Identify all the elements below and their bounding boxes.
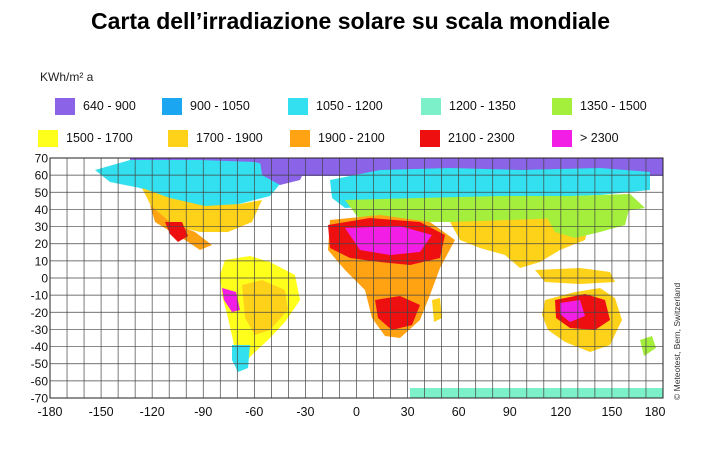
legend-swatch-9: [420, 129, 440, 147]
zone-mexico-hot: [165, 222, 188, 242]
legend-swatch-5: [552, 97, 572, 115]
lat-label-m10: -10: [31, 289, 49, 303]
zone-north-america-mid: [142, 188, 262, 232]
lon-label-m180: -180: [37, 405, 62, 419]
legend-item-4: 1200 - 1350: [421, 96, 516, 116]
lon-label-30: 30: [401, 405, 415, 419]
copyright-credit: © Meteotest, Bern, Switzerland: [672, 282, 682, 400]
legend-swatch-2: [162, 97, 182, 115]
zone-atacama-peak: [222, 288, 240, 312]
zone-patagonia: [232, 345, 250, 372]
longitude-labels: -180 -150 -120 -90 -60 -30 0 30 60 90 12…: [37, 405, 665, 419]
legend-swatch-1: [55, 97, 75, 115]
legend-label-8: 1900 - 2100: [318, 131, 385, 145]
lat-label-20: 20: [35, 237, 49, 251]
legend-swatch-10: [552, 129, 572, 147]
legend-swatch-7: [168, 129, 188, 147]
zone-south-america-hot: [242, 280, 288, 335]
zone-europe-north: [330, 168, 650, 208]
zone-new-zealand: [640, 336, 656, 356]
legend-item-8: 1900 - 2100: [290, 128, 385, 148]
legend-label-7: 1700 - 1900: [196, 131, 263, 145]
legend-swatch-6: [38, 129, 58, 147]
lon-label-m60: -60: [245, 405, 263, 419]
legend-item-2: 900 - 1050: [162, 96, 250, 116]
lon-label-m150: -150: [89, 405, 114, 419]
legend-label-3: 1050 - 1200: [316, 99, 383, 113]
legend-item-1: 640 - 900: [55, 96, 136, 116]
lon-label-m120: -120: [140, 405, 165, 419]
lon-label-180: 180: [645, 405, 666, 419]
map-grid: [50, 158, 663, 398]
lat-label-m70: -70: [31, 392, 49, 406]
legend-label-2: 900 - 1050: [190, 99, 250, 113]
lat-label-0: 0: [41, 272, 48, 286]
world-irradiation-map: 70 60 50 40 30 20 10 0 -10 -20 -30 -40 -…: [31, 152, 666, 420]
lon-label-60: 60: [452, 405, 466, 419]
zone-australia-peak: [560, 300, 585, 322]
legend-label-10: > 2300: [580, 131, 619, 145]
lat-label-m50: -50: [31, 357, 49, 371]
lat-label-m20: -20: [31, 306, 49, 320]
lon-label-120: 120: [550, 405, 571, 419]
lat-label-30: 30: [35, 220, 49, 234]
lat-label-50: 50: [35, 186, 49, 200]
lon-label-m30: -30: [296, 405, 314, 419]
legend-label-1: 640 - 900: [83, 99, 136, 113]
legend-swatch-3: [288, 97, 308, 115]
legend-swatch-8: [290, 129, 310, 147]
lat-label-10: 10: [35, 254, 49, 268]
legend: 640 - 900 900 - 1050 1050 - 1200 1200 - …: [38, 96, 678, 152]
zone-sahara-peak: [345, 226, 432, 255]
legend-label-9: 2100 - 2300: [448, 131, 515, 145]
irradiation-zones: [95, 158, 663, 398]
zone-madagascar: [432, 298, 442, 322]
lon-label-m90: -90: [194, 405, 212, 419]
page-title: Carta dell’irradiazione solare su scala …: [91, 8, 610, 34]
lat-label-40: 40: [35, 203, 49, 217]
zone-kalahari-hot: [375, 296, 420, 330]
legend-label-4: 1200 - 1350: [449, 99, 516, 113]
legend-item-5: 1350 - 1500: [552, 96, 647, 116]
latitude-labels: 70 60 50 40 30 20 10 0 -10 -20 -30 -40 -…: [31, 152, 49, 406]
zone-antarctica: [410, 388, 663, 398]
lon-label-0: 0: [353, 405, 360, 419]
legend-item-10: > 2300: [552, 128, 619, 148]
zone-greenland: [260, 160, 310, 185]
legend-label-6: 1500 - 1700: [66, 131, 133, 145]
zone-north-america-north: [95, 160, 290, 208]
lon-label-150: 150: [601, 405, 622, 419]
legend-item-7: 1700 - 1900: [168, 128, 263, 148]
legend-item-9: 2100 - 2300: [420, 128, 515, 148]
lat-label-m60: -60: [31, 374, 49, 388]
lat-label-60: 60: [35, 169, 49, 183]
legend-item-3: 1050 - 1200: [288, 96, 383, 116]
lon-label-90: 90: [503, 405, 517, 419]
unit-label: KWh/m² a: [40, 70, 94, 84]
legend-item-6: 1500 - 1700: [38, 128, 133, 148]
lat-label-70: 70: [35, 152, 49, 166]
legend-label-5: 1350 - 1500: [580, 99, 647, 113]
map-frame: [49, 157, 664, 399]
lat-label-m40: -40: [31, 340, 49, 354]
legend-swatch-4: [421, 97, 441, 115]
lat-label-m30: -30: [31, 323, 49, 337]
